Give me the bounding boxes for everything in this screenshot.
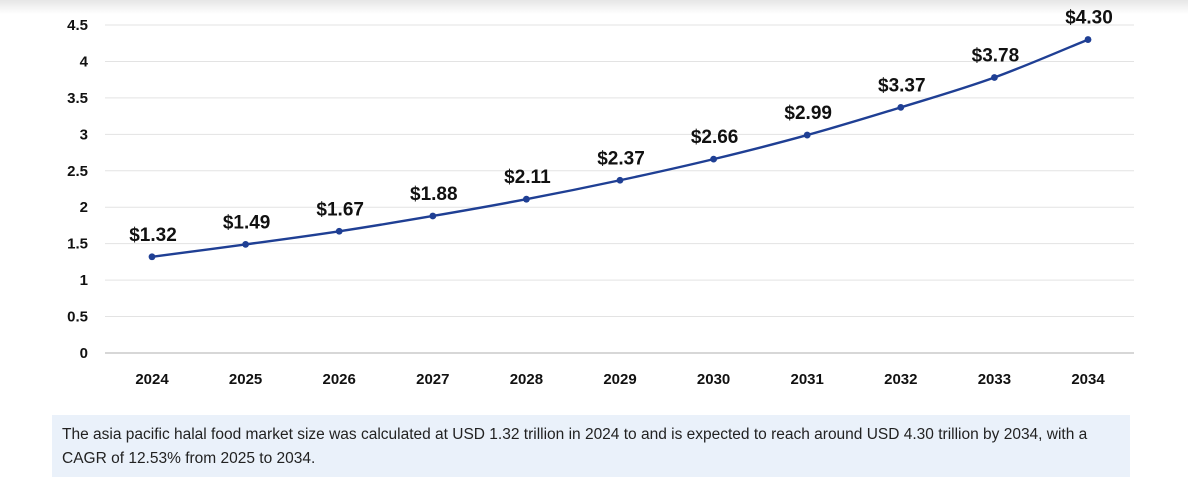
y-tick-label: 1.5 [67,236,88,253]
x-tick-label: 2032 [884,371,917,388]
caption-text: The asia pacific halal food market size … [62,426,1088,467]
chart-caption: The asia pacific halal food market size … [52,415,1130,477]
data-labels: $1.32 $1.49 $1.67 $1.88 $2.11 $2.37 $2.66 $2.99… [129,8,1113,246]
data-point [523,195,530,203]
x-tick-label: 2030 [697,371,730,388]
data-label: $2.99 [784,103,832,124]
data-label: $3.78 [972,45,1020,66]
data-point [897,103,905,111]
data-point [242,240,250,248]
y-tick-label: 4 [80,53,89,70]
top-shade [0,0,1188,14]
data-point [1084,36,1092,43]
y-tick-label: 3.5 [67,90,88,107]
x-tick-label: 2025 [229,371,262,388]
data-point [429,212,437,220]
data-point [710,155,717,163]
data-label: $1.67 [316,199,364,220]
x-tick-label: 2024 [135,371,169,388]
data-point [616,176,624,184]
y-axis-ticks: 0 0.5 1 1.5 2 2.5 3 3.5 4 4.5 [67,17,89,362]
data-label: $3.37 [878,75,926,96]
x-tick-label: 2031 [791,371,824,388]
y-tick-label: 2.5 [67,163,88,180]
y-tick-label: 1 [80,272,88,289]
data-point [991,74,998,81]
data-label: $2.11 [504,167,551,188]
x-axis-ticks: 2024 2025 2026 2027 2028 2029 2030 2031 2032 2033… [135,371,1105,388]
x-tick-label: 2027 [416,371,449,388]
data-point [803,131,811,139]
data-point [335,227,343,235]
x-tick-label: 2033 [978,371,1011,388]
data-label: $2.37 [597,148,645,169]
data-label: $4.30 [1065,8,1113,29]
y-tick-label: 0.5 [67,309,88,326]
data-label: $1.88 [410,184,458,205]
x-tick-label: 2029 [603,371,636,388]
data-label: $2.66 [691,127,739,148]
data-label: $1.49 [223,212,271,233]
data-label: $1.32 [129,225,177,246]
x-tick-label: 2034 [1071,371,1105,388]
data-points [148,36,1092,261]
x-tick-label: 2026 [323,371,356,388]
gridlines [105,24,1134,354]
y-tick-label: 4.5 [67,17,88,34]
y-tick-label: 2 [80,199,88,216]
line-chart: 00.511.522.533.544.5 2024 2025 2026 2027 202… [67,8,1134,388]
y-tick-label: 0 [80,345,88,362]
y-tick-label: 3 [80,126,88,143]
x-tick-label: 2028 [510,371,543,388]
data-point [148,253,156,261]
